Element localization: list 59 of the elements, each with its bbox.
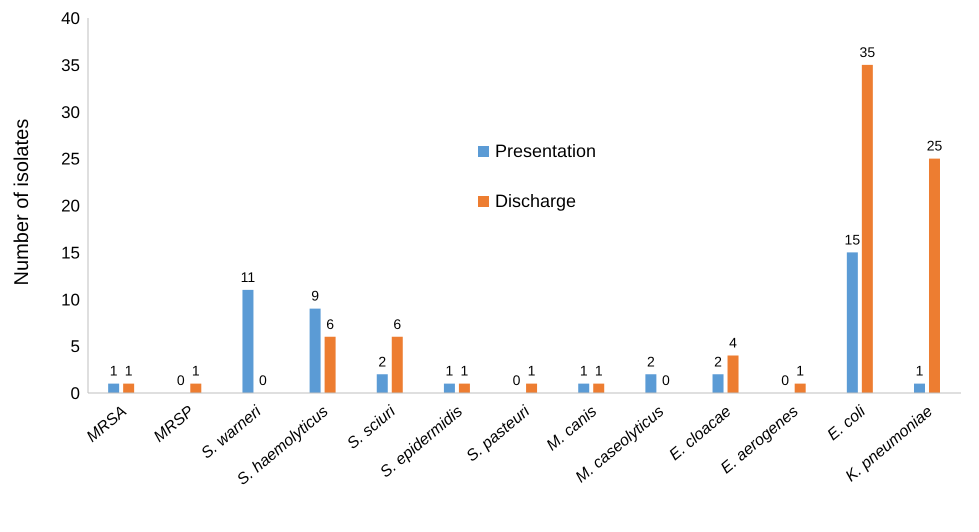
data-label: 0 bbox=[662, 372, 670, 388]
y-tick-label: 40 bbox=[61, 9, 80, 28]
bar bbox=[728, 356, 739, 393]
data-label: 1 bbox=[460, 362, 469, 379]
data-label: 1 bbox=[446, 362, 454, 379]
bar bbox=[593, 384, 604, 393]
data-label: 0 bbox=[259, 372, 268, 388]
bar bbox=[526, 384, 538, 393]
bar bbox=[794, 384, 806, 393]
bar bbox=[862, 64, 873, 393]
data-label: 25 bbox=[926, 138, 942, 154]
data-label: 0 bbox=[176, 372, 185, 388]
y-tick-label: 20 bbox=[61, 196, 80, 216]
legend-label: Discharge bbox=[495, 190, 576, 212]
bar bbox=[928, 158, 940, 393]
data-label: 9 bbox=[311, 288, 320, 304]
y-tick-label: 35 bbox=[61, 56, 80, 75]
data-label: 15 bbox=[844, 231, 860, 248]
bar bbox=[645, 374, 656, 393]
bar bbox=[376, 374, 388, 393]
bar bbox=[846, 252, 858, 393]
bar bbox=[324, 336, 336, 393]
bar bbox=[392, 336, 403, 393]
data-label: 2 bbox=[646, 353, 655, 370]
data-label: 1 bbox=[580, 362, 588, 379]
y-tick-label: 0 bbox=[70, 384, 80, 404]
data-label: 0 bbox=[781, 372, 790, 388]
y-axis-title: Number of isolates bbox=[11, 118, 34, 286]
y-tick-label: 25 bbox=[61, 150, 80, 169]
bar bbox=[578, 384, 590, 393]
data-label: 0 bbox=[512, 372, 521, 388]
bar bbox=[914, 384, 925, 393]
data-label: 2 bbox=[714, 353, 722, 370]
legend-label: Presentation bbox=[495, 140, 596, 162]
y-tick-label: 30 bbox=[61, 102, 80, 122]
data-label: 1 bbox=[528, 362, 536, 379]
y-tick-label: 10 bbox=[61, 290, 80, 310]
data-label: 1 bbox=[916, 362, 924, 379]
data-label: 4 bbox=[729, 334, 738, 350]
bar bbox=[190, 384, 202, 393]
y-tick-label: 15 bbox=[61, 243, 80, 262]
bar bbox=[444, 384, 455, 393]
bar bbox=[123, 384, 134, 393]
data-label: 1 bbox=[796, 362, 804, 379]
data-label: 2 bbox=[378, 353, 386, 370]
data-label: 6 bbox=[393, 316, 402, 332]
data-label: 35 bbox=[860, 44, 876, 60]
data-label: 11 bbox=[240, 268, 256, 285]
y-tick-label: 5 bbox=[70, 337, 80, 356]
data-label: 6 bbox=[326, 316, 334, 332]
data-label: 1 bbox=[594, 362, 603, 379]
data-label: 1 bbox=[124, 362, 133, 379]
bar bbox=[712, 374, 724, 393]
bar bbox=[242, 290, 254, 393]
bar bbox=[310, 308, 321, 393]
data-label: 1 bbox=[110, 362, 118, 379]
data-label: 1 bbox=[192, 362, 200, 379]
bar bbox=[458, 384, 470, 393]
bar bbox=[108, 384, 120, 393]
